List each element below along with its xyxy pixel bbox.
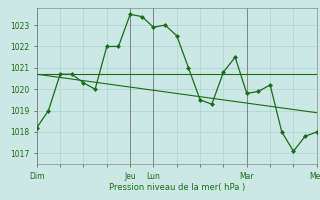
X-axis label: Pression niveau de la mer( hPa ): Pression niveau de la mer( hPa )	[109, 183, 245, 192]
